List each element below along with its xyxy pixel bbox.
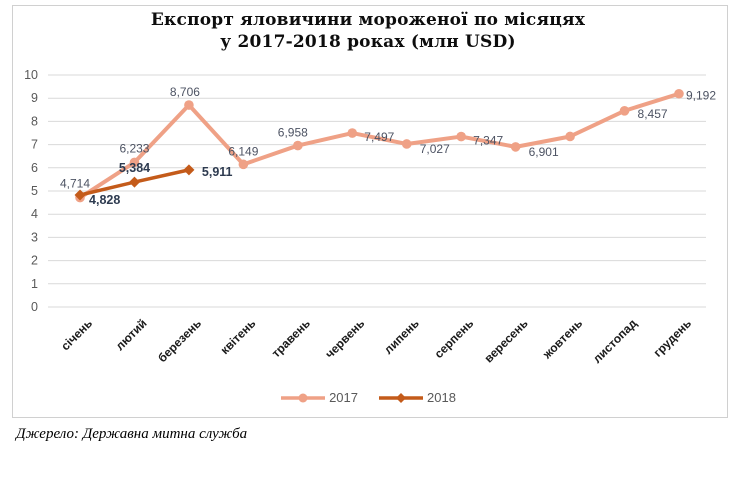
y-axis-tick-label: 6	[31, 161, 38, 175]
y-axis-tick-label: 7	[31, 138, 38, 152]
chart-title-line2: у 2017-2018 роках (млн USD)	[220, 32, 516, 52]
data-label-2017: 7,027	[420, 142, 450, 156]
data-label-2017: 4,714	[60, 177, 90, 191]
x-axis-month-label: березень	[155, 316, 204, 365]
source-caption: Джерело: Державна митна служба	[16, 426, 248, 442]
data-label-2018: 4,828	[89, 193, 120, 207]
legend-item-2018: 2018	[378, 390, 456, 405]
series-2017-marker	[510, 142, 521, 152]
series-2017-marker	[565, 131, 575, 142]
series-2018-marker	[128, 176, 140, 188]
y-axis-tick-label: 5	[31, 184, 38, 198]
y-axis-tick-label: 2	[31, 254, 38, 268]
chart-title-line1: Експорт яловичини мороженої по місяцях	[150, 10, 586, 30]
y-axis-tick-label: 3	[31, 230, 38, 244]
y-axis-tick-label: 10	[24, 68, 38, 82]
x-axis-month-label: вересень	[481, 316, 530, 365]
series-2017-marker	[184, 100, 194, 110]
series-2017-marker	[674, 88, 684, 99]
data-label-2017: 7,347	[473, 134, 503, 148]
chart-title: Експорт яловичини мороженої по місяцях у…	[0, 9, 736, 53]
x-axis-month-label: серпень	[432, 316, 477, 361]
data-label-2017: 9,192	[686, 89, 716, 103]
series-2018-marker	[74, 189, 86, 201]
x-axis-month-label: червень	[322, 316, 367, 361]
legend-label-2018: 2018	[427, 390, 456, 405]
data-label-2017: 7,497	[364, 130, 394, 144]
data-label-2017: 6,901	[529, 145, 559, 159]
y-axis-tick-label: 1	[31, 277, 38, 291]
y-axis-tick-label: 9	[31, 91, 38, 105]
legend-swatch-diamond-icon	[379, 392, 423, 403]
x-axis-month-label: липень	[381, 316, 422, 357]
series-2017-marker	[129, 157, 140, 168]
data-label-2017: 6,958	[278, 126, 308, 140]
data-label-2017: 8,706	[170, 85, 200, 99]
data-label-2018: 5,384	[119, 161, 150, 175]
x-axis-month-label: жовтень	[539, 316, 585, 362]
legend-label-2017: 2017	[329, 390, 358, 405]
data-label-2017: 6,233	[119, 141, 149, 155]
chart-legend: 2017 2018	[0, 390, 736, 405]
x-axis-month-label: грудень	[651, 316, 694, 359]
series-2018-marker	[183, 164, 195, 176]
y-axis-tick-label: 8	[31, 114, 38, 128]
legend-swatch-circle-icon	[281, 393, 326, 402]
series-2017-marker	[347, 128, 358, 138]
chart-frame	[12, 5, 728, 418]
data-label-2018: 5,911	[202, 165, 233, 179]
x-axis-month-label: лютий	[113, 316, 150, 353]
x-axis-month-label: квітень	[218, 316, 259, 357]
series-2017-marker	[238, 159, 249, 170]
x-axis-month-label: листопад	[590, 316, 640, 366]
series-2017-marker	[401, 139, 412, 149]
legend-item-2017: 2017	[280, 390, 358, 405]
y-axis-tick-label: 0	[31, 300, 38, 314]
data-label-2017: 6,149	[228, 144, 258, 158]
x-axis-month-label: січень	[58, 316, 95, 353]
series-2017-marker	[456, 131, 466, 142]
y-axis-tick-label: 4	[31, 207, 38, 221]
series-2017-marker	[619, 105, 630, 116]
data-label-2017: 8,457	[638, 107, 668, 121]
series-2017-marker	[293, 140, 303, 151]
series-2017-line	[78, 91, 681, 200]
x-axis-month-label: травень	[269, 316, 313, 360]
